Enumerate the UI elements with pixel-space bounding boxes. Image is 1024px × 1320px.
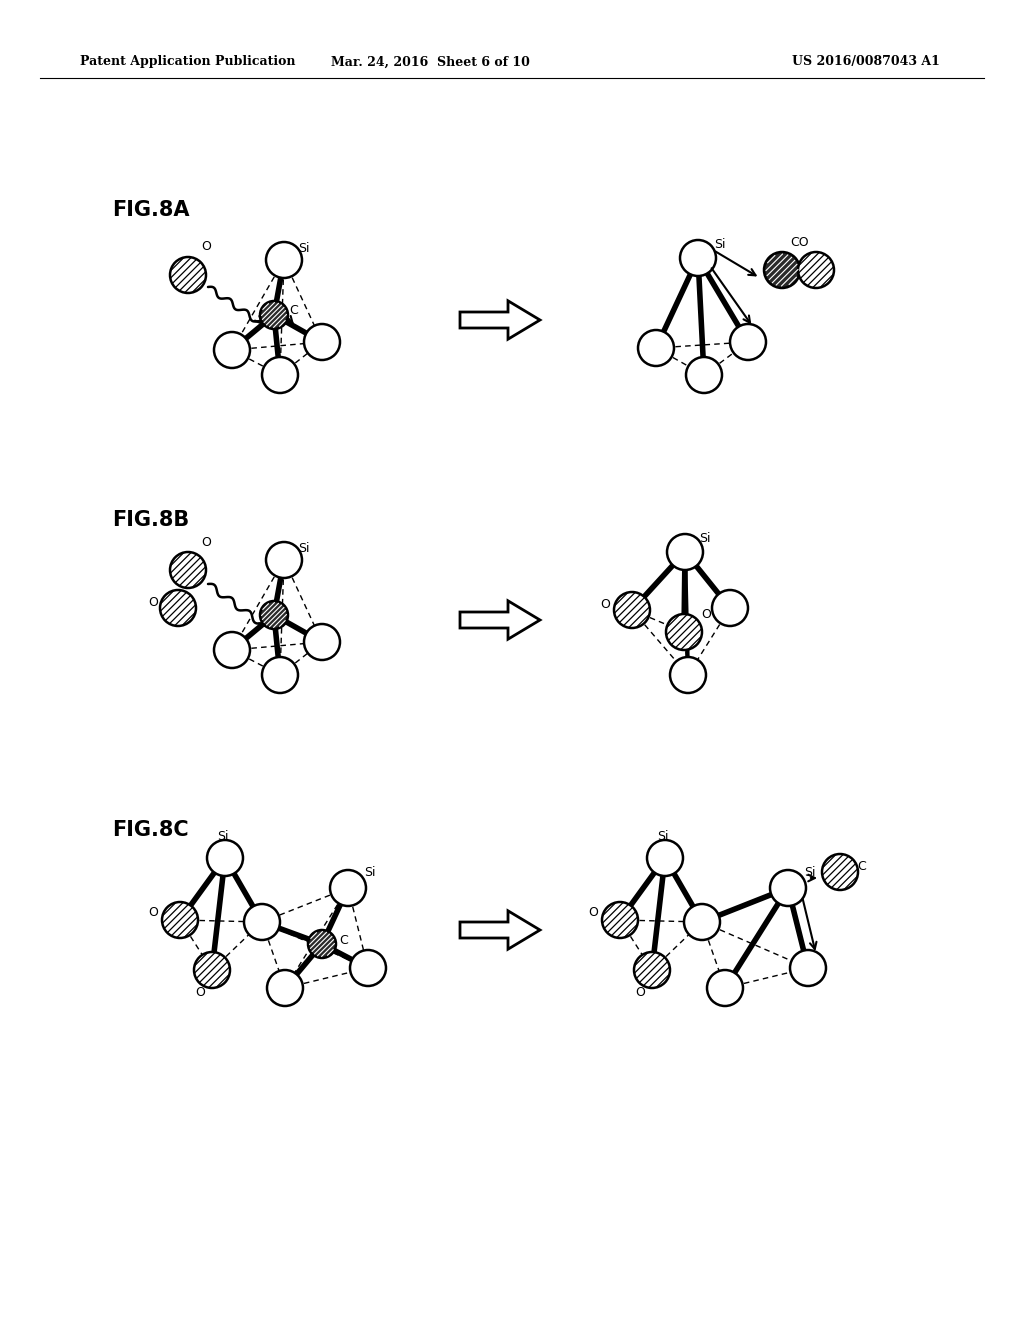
Circle shape [707,970,743,1006]
Text: US 2016/0087043 A1: US 2016/0087043 A1 [793,55,940,69]
Text: Si: Si [217,829,228,842]
Circle shape [214,632,250,668]
Circle shape [764,252,800,288]
Circle shape [262,657,298,693]
Text: C: C [340,933,348,946]
Text: CO: CO [791,235,809,248]
Polygon shape [460,911,540,949]
Circle shape [162,902,198,939]
Text: O: O [148,597,158,610]
Polygon shape [460,301,540,339]
Circle shape [684,904,720,940]
Circle shape [304,624,340,660]
Circle shape [244,904,280,940]
Circle shape [770,870,806,906]
Circle shape [602,902,638,939]
Text: Patent Application Publication: Patent Application Publication [80,55,296,69]
Text: C: C [290,305,298,318]
Text: FIG.8C: FIG.8C [112,820,188,840]
Circle shape [266,242,302,279]
Circle shape [214,333,250,368]
Circle shape [798,252,834,288]
Text: Si: Si [804,866,816,879]
Circle shape [634,952,670,987]
Polygon shape [460,601,540,639]
Text: Si: Si [298,541,309,554]
Text: O: O [201,536,211,549]
Circle shape [308,931,336,958]
Text: Si: Si [657,829,669,842]
Text: FIG.8B: FIG.8B [112,510,189,531]
Text: O: O [600,598,610,611]
Circle shape [712,590,748,626]
Text: O: O [588,906,598,919]
Circle shape [670,657,706,693]
Circle shape [207,840,243,876]
Circle shape [330,870,366,906]
Circle shape [160,590,196,626]
Circle shape [647,840,683,876]
Text: C: C [858,859,866,873]
Text: FIG.8A: FIG.8A [112,201,189,220]
Circle shape [790,950,826,986]
Text: Si: Si [365,866,376,879]
Circle shape [260,301,288,329]
Text: Si: Si [699,532,711,544]
Circle shape [730,323,766,360]
Circle shape [304,323,340,360]
Circle shape [170,257,206,293]
Circle shape [260,601,288,630]
Text: Si: Si [715,238,726,251]
Circle shape [614,591,650,628]
Circle shape [680,240,716,276]
Text: Si: Si [298,242,309,255]
Circle shape [267,970,303,1006]
Circle shape [822,854,858,890]
Circle shape [350,950,386,986]
Circle shape [266,543,302,578]
Circle shape [667,535,703,570]
Circle shape [638,330,674,366]
Circle shape [262,356,298,393]
Text: O: O [195,986,205,998]
Text: O: O [201,240,211,253]
Circle shape [170,552,206,587]
Text: O: O [148,906,158,919]
Text: Mar. 24, 2016  Sheet 6 of 10: Mar. 24, 2016 Sheet 6 of 10 [331,55,529,69]
Circle shape [666,614,702,649]
Text: O: O [635,986,645,998]
Text: O: O [701,607,711,620]
Circle shape [686,356,722,393]
Circle shape [194,952,230,987]
